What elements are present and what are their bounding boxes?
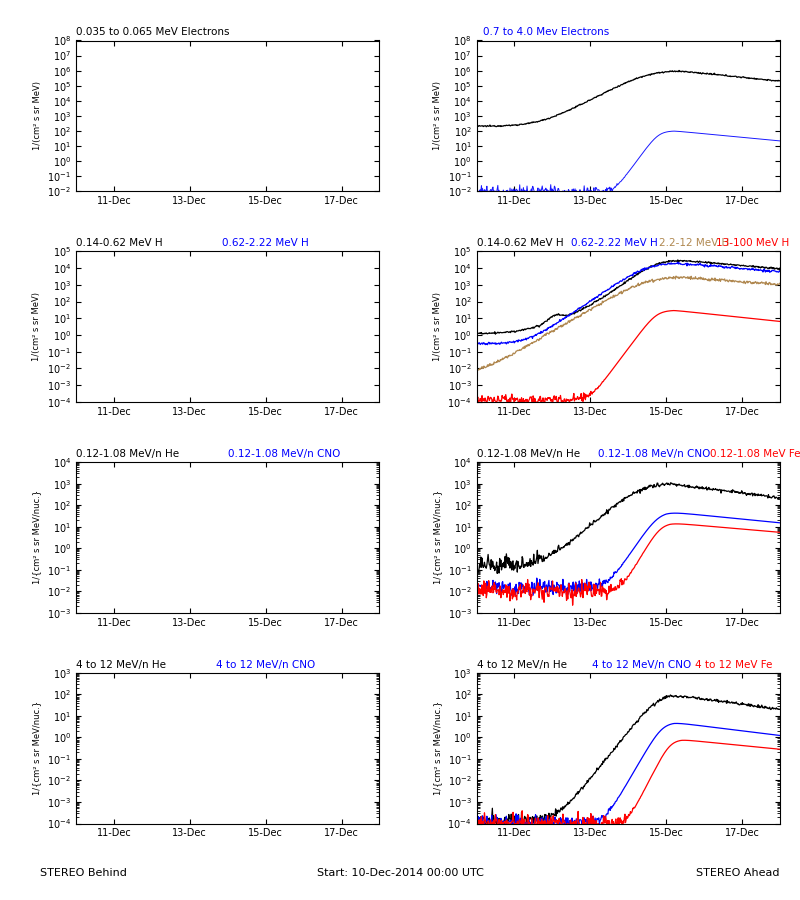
- Y-axis label: 1/(cm² s sr MeV): 1/(cm² s sr MeV): [434, 81, 442, 150]
- Text: 0.12-1.08 MeV/n CNO: 0.12-1.08 MeV/n CNO: [598, 449, 710, 459]
- Text: 0.035 to 0.065 MeV Electrons: 0.035 to 0.065 MeV Electrons: [76, 28, 230, 38]
- Text: 4 to 12 MeV/n CNO: 4 to 12 MeV/n CNO: [592, 660, 691, 670]
- Text: 4 to 12 MeV/n He: 4 to 12 MeV/n He: [477, 660, 566, 670]
- Text: 13-100 MeV H: 13-100 MeV H: [716, 238, 790, 248]
- Text: STEREO Behind: STEREO Behind: [40, 868, 127, 878]
- Y-axis label: 1/{cm² s sr MeV/nuc.}: 1/{cm² s sr MeV/nuc.}: [32, 701, 42, 796]
- Y-axis label: 1/{cm² s sr MeV/nuc.}: 1/{cm² s sr MeV/nuc.}: [433, 701, 442, 796]
- Text: 0.62-2.22 MeV H: 0.62-2.22 MeV H: [570, 238, 658, 248]
- Text: 4 to 12 MeV Fe: 4 to 12 MeV Fe: [695, 660, 773, 670]
- Y-axis label: 1/(cm² s sr MeV): 1/(cm² s sr MeV): [33, 81, 42, 150]
- Text: 4 to 12 MeV/n CNO: 4 to 12 MeV/n CNO: [215, 660, 315, 670]
- Text: 0.14-0.62 MeV H: 0.14-0.62 MeV H: [477, 238, 563, 248]
- Y-axis label: 1/{cm² s sr MeV/nuc.}: 1/{cm² s sr MeV/nuc.}: [33, 491, 42, 584]
- Text: 0.14-0.62 MeV H: 0.14-0.62 MeV H: [76, 238, 162, 248]
- Text: 0.12-1.08 MeV/n CNO: 0.12-1.08 MeV/n CNO: [228, 449, 340, 459]
- Text: 0.12-1.08 MeV/n He: 0.12-1.08 MeV/n He: [477, 449, 580, 459]
- Text: 2.2-12 MeV H: 2.2-12 MeV H: [658, 238, 729, 248]
- Y-axis label: 1/{cm² s sr MeV/nuc.}: 1/{cm² s sr MeV/nuc.}: [433, 491, 442, 584]
- Text: STEREO Ahead: STEREO Ahead: [697, 868, 780, 878]
- Text: 0.12-1.08 MeV/n He: 0.12-1.08 MeV/n He: [76, 449, 179, 459]
- Text: 0.12-1.08 MeV Fe: 0.12-1.08 MeV Fe: [710, 449, 800, 459]
- Y-axis label: 1/(cm² s sr MeV): 1/(cm² s sr MeV): [32, 292, 42, 361]
- Text: 0.62-2.22 MeV H: 0.62-2.22 MeV H: [222, 238, 309, 248]
- Text: Start: 10-Dec-2014 00:00 UTC: Start: 10-Dec-2014 00:00 UTC: [317, 868, 483, 878]
- Y-axis label: 1/(cm² s sr MeV): 1/(cm² s sr MeV): [433, 292, 442, 361]
- Text: 4 to 12 MeV/n He: 4 to 12 MeV/n He: [76, 660, 166, 670]
- Text: 0.7 to 4.0 Mev Electrons: 0.7 to 4.0 Mev Electrons: [482, 28, 609, 38]
